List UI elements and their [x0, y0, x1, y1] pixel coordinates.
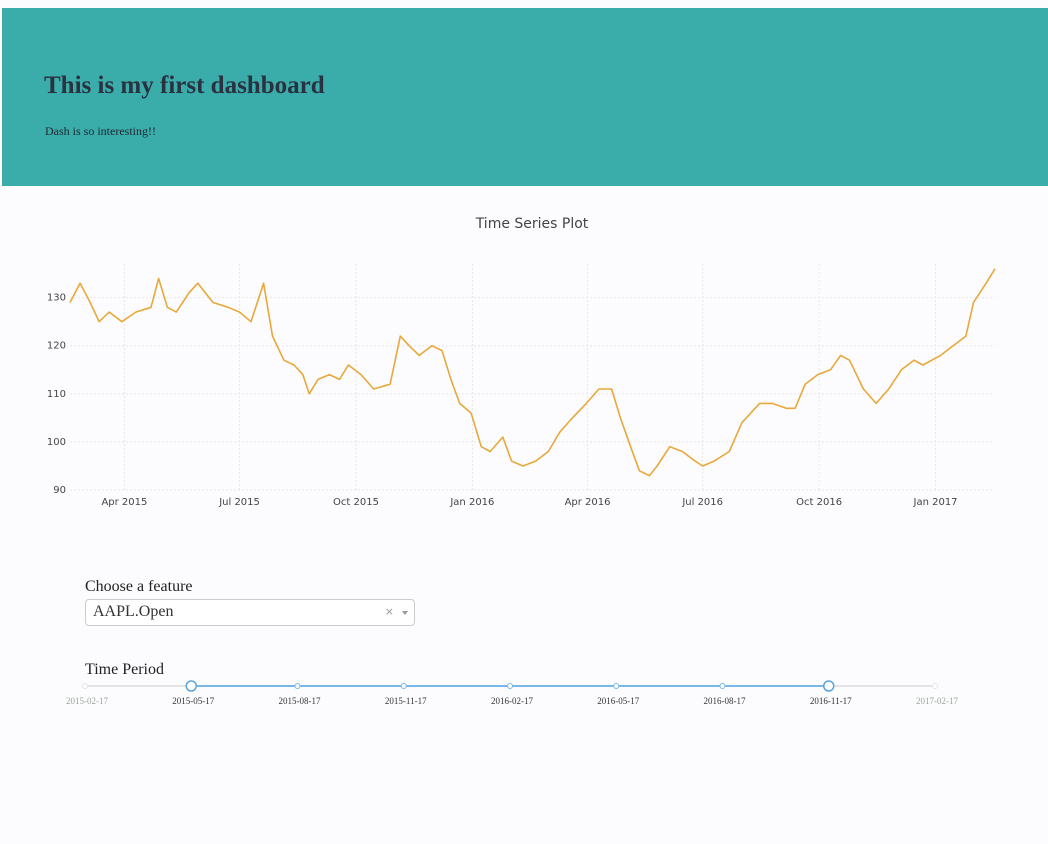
y-tick-label: 100 [47, 437, 66, 448]
slider-mark-label[interactable]: 2017-02-17 [916, 696, 958, 706]
dashboard-subtitle: Dash is so interesting!! [45, 124, 156, 138]
x-tick-label: Jan 2017 [913, 497, 958, 508]
chevron-down-icon[interactable] [402, 611, 408, 615]
slider-mark-label[interactable]: 2016-02-17 [491, 696, 533, 706]
slider-end-handle[interactable] [823, 680, 835, 692]
y-tick-label: 90 [53, 485, 66, 496]
y-tick-label: 120 [47, 341, 66, 352]
time-series-chart[interactable]: Time Series Plot 90 100 110 120 130 Apr 2015 Ju… [0, 186, 1048, 526]
x-tick-label: Jan 2016 [449, 497, 494, 508]
slider-dot[interactable] [613, 683, 620, 689]
slider-mark-label[interactable]: 2015-08-17 [279, 696, 321, 706]
x-tick-label: Oct 2016 [796, 497, 842, 508]
x-tick-label: Jul 2015 [218, 497, 260, 508]
feature-dropdown-value: AAPL.Open [93, 603, 174, 620]
x-tick-label: Apr 2015 [101, 497, 147, 508]
x-tick-label: Jul 2016 [681, 497, 723, 508]
slider-dot[interactable] [719, 683, 726, 689]
slider-mark-label[interactable]: 2016-11-17 [810, 696, 852, 706]
dashboard-title: This is my first dashboard [44, 72, 325, 99]
slider-mark-label[interactable]: 2016-05-17 [597, 696, 639, 706]
series-line[interactable] [69, 268, 996, 477]
slider-dot[interactable] [294, 683, 301, 689]
feature-dropdown[interactable]: AAPL.Open × [85, 599, 415, 626]
slider-mark-label[interactable]: 2016-08-17 [704, 696, 746, 706]
slider-dot[interactable] [82, 683, 88, 689]
slider-mark-label[interactable]: 2015-05-17 [172, 696, 214, 706]
slider-mark-label[interactable]: 2015-11-17 [385, 696, 427, 706]
slider-mark-label[interactable]: 2015-02-17 [66, 696, 108, 706]
slider-dot[interactable] [932, 683, 938, 689]
y-tick-label: 130 [47, 293, 66, 304]
feature-label: Choose a feature [85, 578, 193, 595]
chart-title: Time Series Plot [475, 216, 589, 232]
slider-dot[interactable] [400, 683, 407, 689]
dashboard-header: This is my first dashboard Dash is so in… [2, 8, 1048, 186]
slider-dot[interactable] [507, 683, 513, 689]
time-period-range-slider[interactable]: 2015-02-17 2015-05-17 2015-08-17 2015-11-17… [0, 676, 1048, 716]
x-tick-label: Oct 2015 [333, 497, 379, 508]
time-period-label: Time Period [85, 661, 164, 678]
slider-start-handle[interactable] [185, 680, 197, 692]
x-tick-label: Apr 2016 [565, 497, 611, 508]
clear-icon[interactable]: × [384, 605, 394, 618]
y-tick-label: 110 [47, 389, 66, 400]
